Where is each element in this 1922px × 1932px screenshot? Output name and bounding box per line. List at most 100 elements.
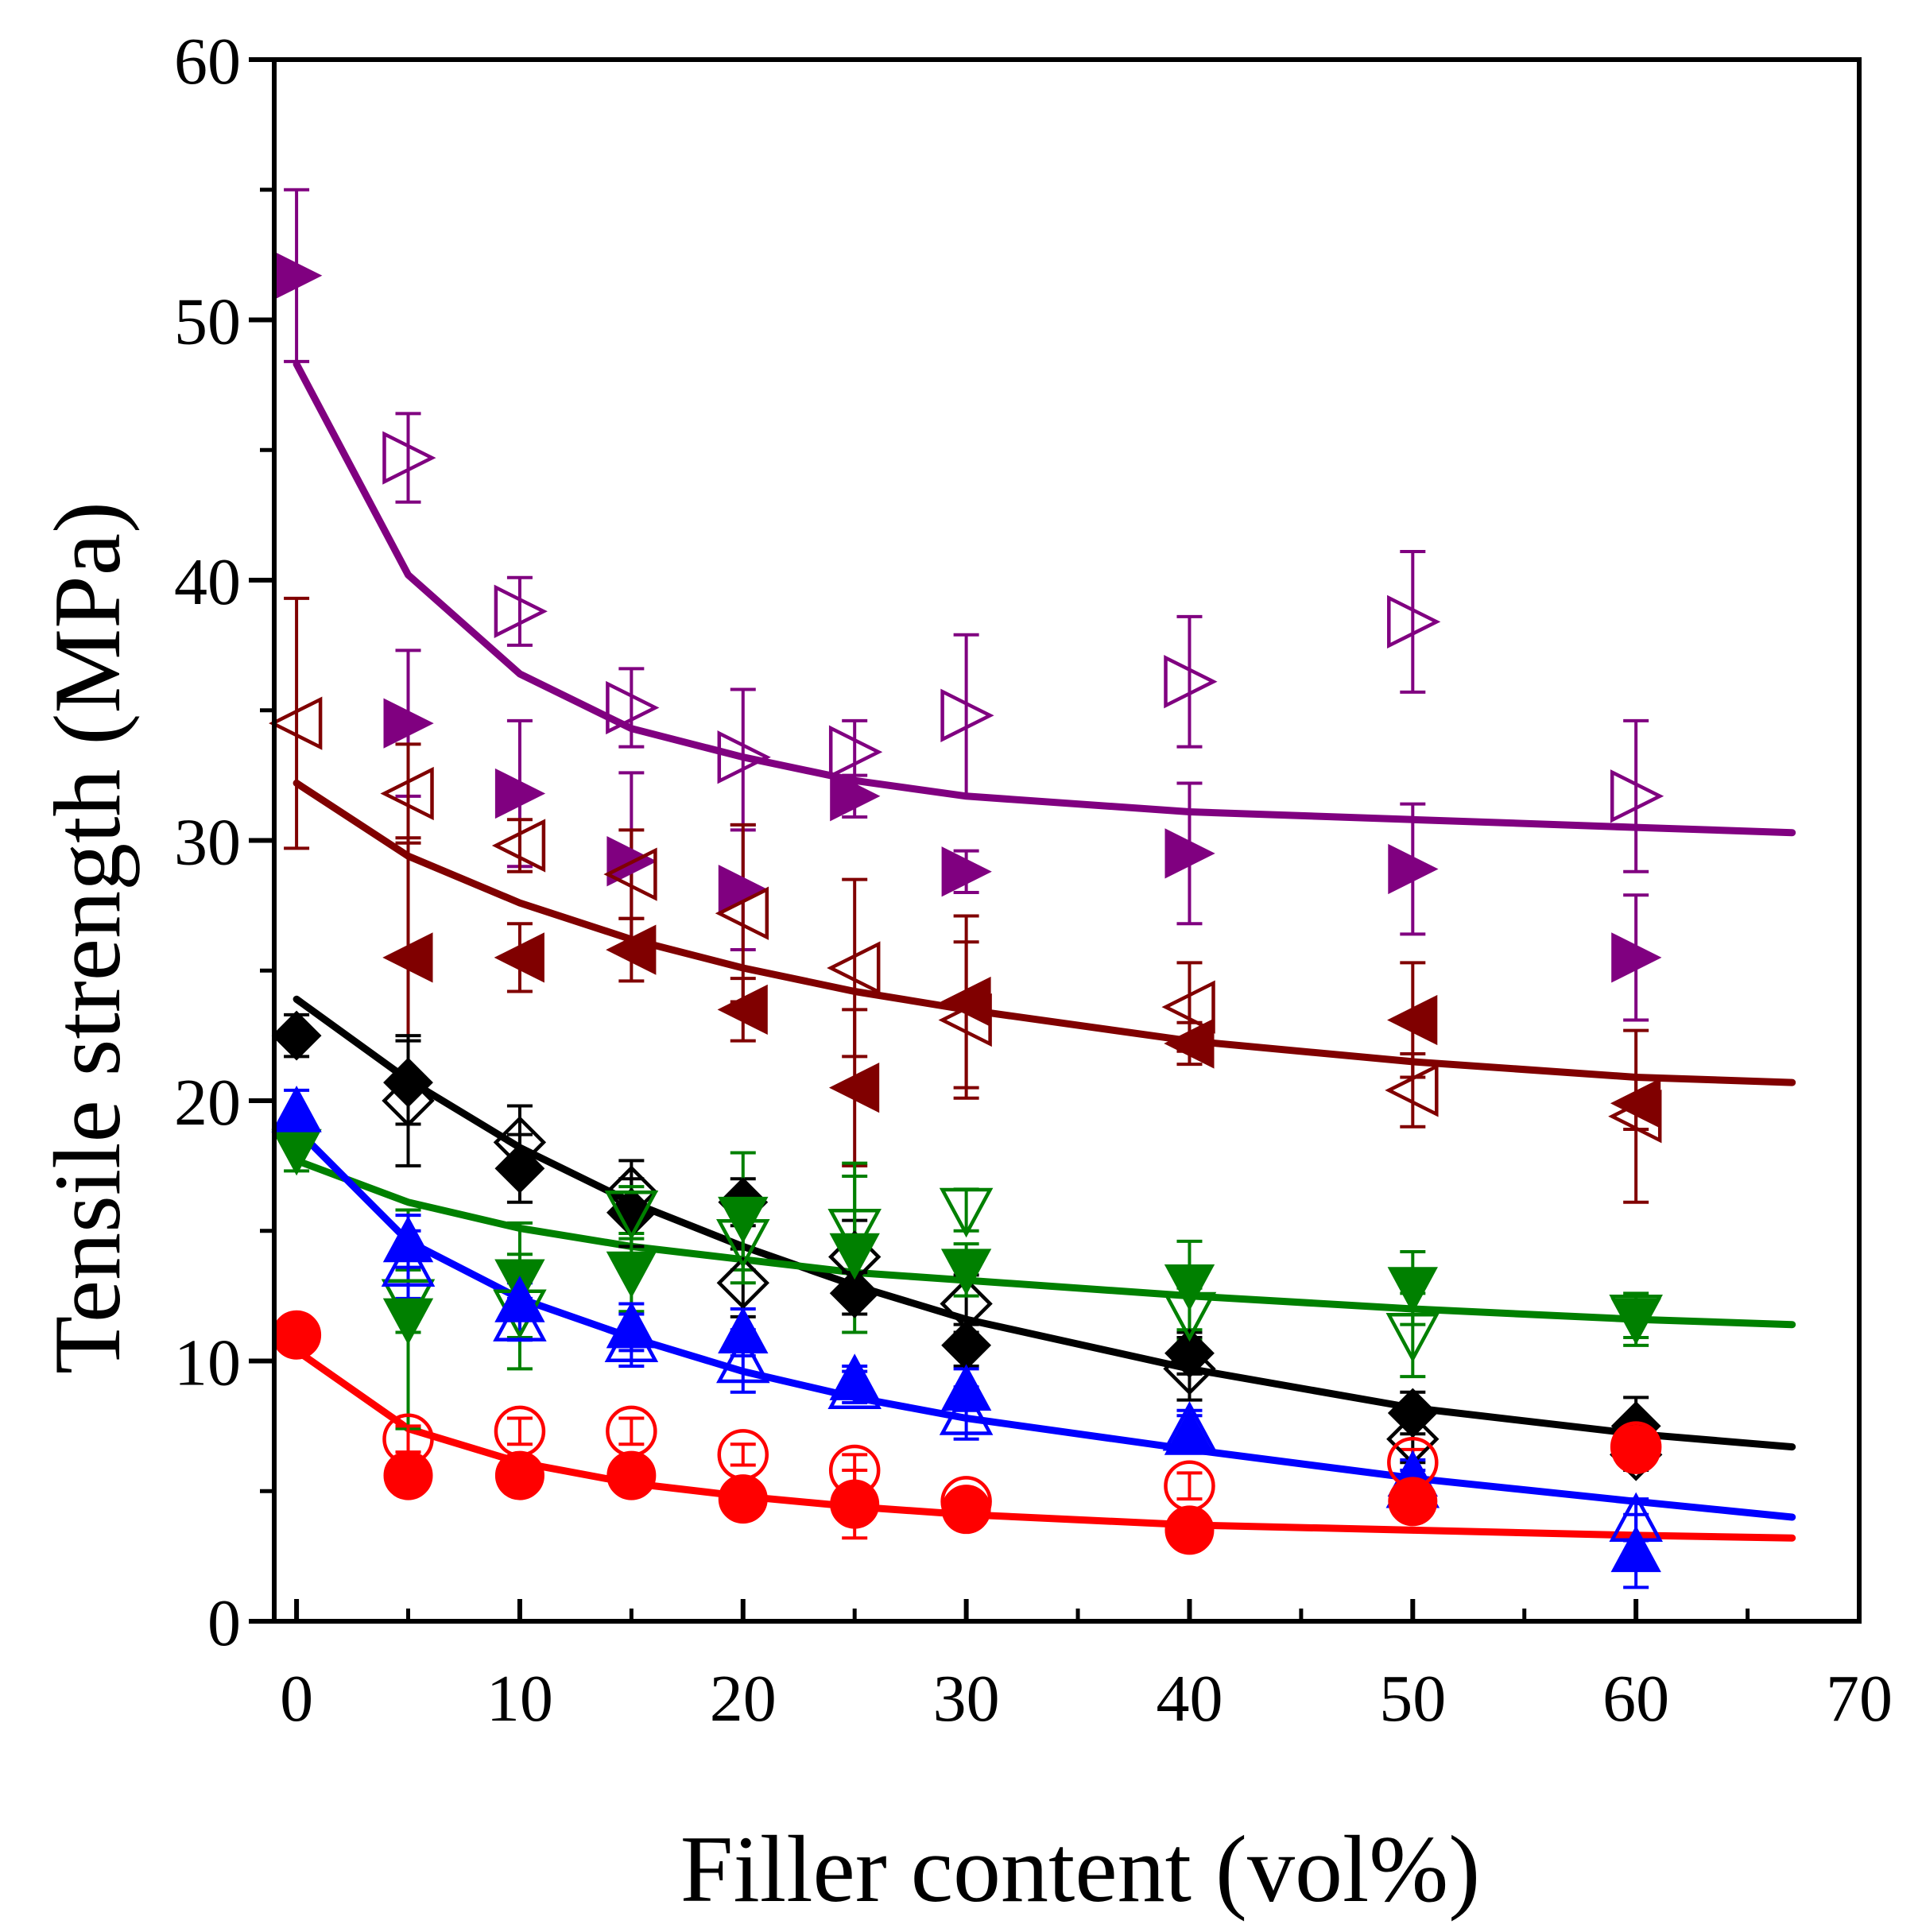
- purple-filled-right-triangle-point: [494, 768, 546, 819]
- red-open-circle-errorbar: [618, 1416, 645, 1446]
- purple-open-right-triangle-errorbar: [1400, 549, 1426, 694]
- red-filled-circle-point: [830, 1479, 880, 1529]
- purple-filled-right-triangle-point: [383, 698, 434, 749]
- x-tick-label: 20: [710, 1662, 777, 1736]
- blue-filled-up-triangle-point: [494, 1276, 545, 1322]
- maroon-open-left-triangle-point: [491, 819, 546, 873]
- green-filled-down-triangle-point: [718, 1196, 769, 1244]
- red-open-circle-errorbar: [506, 1416, 533, 1446]
- maroon-open-left-triangle-point: [603, 847, 657, 901]
- red-filled-circle-point: [272, 1310, 322, 1360]
- red-filled-circle-point: [383, 1450, 433, 1500]
- maroon-filled-left-triangle-point: [382, 932, 433, 983]
- maroon-filled-left-triangle-point: [606, 924, 657, 975]
- blue-filled-up-triangle-point: [940, 1364, 992, 1411]
- red-filled-circle-point: [494, 1450, 544, 1500]
- data-markers: [269, 250, 1664, 1573]
- purple-open-right-triangle-point: [828, 725, 883, 779]
- purple-open-right-triangle-point: [1610, 769, 1664, 823]
- black-filled-diamond-point: [271, 1010, 322, 1061]
- purple-open-right-triangle-point: [382, 431, 436, 485]
- purple-open-right-triangle-point: [940, 688, 994, 742]
- y-axis-title: Tensile strength (MPa): [34, 501, 140, 1374]
- y-tick-label: 40: [174, 545, 241, 619]
- red-filled-circle-point: [1164, 1505, 1215, 1555]
- blue-open-up-triangle-point: [381, 1237, 436, 1287]
- black-filled-diamond-point: [941, 1320, 992, 1371]
- blue-open-up-triangle-point: [939, 1385, 994, 1435]
- green-filled-down-triangle-point: [1164, 1264, 1215, 1311]
- purple-filled-right-triangle-point: [830, 771, 881, 822]
- maroon-open-left-triangle-errorbar: [506, 818, 533, 873]
- x-tick-label: 60: [1602, 1662, 1669, 1736]
- blue-filled-up-triangle-point: [718, 1307, 769, 1353]
- maroon-open-left-triangle-point: [715, 886, 769, 940]
- purple-open-right-triangle-errorbar: [395, 412, 421, 504]
- purple-filled-right-triangle-point: [941, 846, 992, 897]
- blue-filled-up-triangle-point: [829, 1353, 880, 1400]
- purple-filled-right-triangle-point: [1611, 932, 1662, 983]
- green-open-down-triangle-point: [939, 1187, 994, 1238]
- y-tick-label: 0: [207, 1586, 241, 1660]
- y-tick-label: 50: [174, 285, 241, 359]
- maroon-open-left-triangle-errorbar: [730, 823, 756, 1004]
- purple-open-right-triangle-errorbar: [1176, 614, 1203, 749]
- maroon-open-left-triangle-point: [269, 696, 323, 750]
- green-open-down-triangle-point: [827, 1209, 882, 1259]
- maroon-open-left-triangle-point: [1385, 1063, 1439, 1117]
- purple-filled-right-triangle-point: [1164, 828, 1215, 879]
- purple-open-right-triangle-point: [494, 584, 548, 638]
- red-filled-circle-point: [718, 1474, 768, 1524]
- green-filled-down-triangle-point: [940, 1249, 992, 1296]
- blue-filled-up-triangle-point: [271, 1085, 322, 1132]
- blue-open-up-triangle-point: [716, 1333, 770, 1384]
- red-open-circle-errorbar: [730, 1442, 756, 1467]
- green-filled-down-triangle-point: [829, 1233, 880, 1280]
- purple-open-right-triangle-point: [1387, 594, 1441, 649]
- x-tick-label: 40: [1156, 1662, 1223, 1736]
- black-filled-diamond-point: [383, 1057, 433, 1108]
- purple-open-right-triangle-point: [1164, 655, 1218, 709]
- x-axis-title: Filler content (vol%): [680, 1816, 1480, 1922]
- green-open-down-triangle-errorbar: [953, 1187, 979, 1233]
- maroon-filled-left-triangle-point: [940, 976, 991, 1028]
- blue-filled-up-triangle-point: [1610, 1525, 1661, 1573]
- maroon-open-left-triangle-point: [827, 941, 881, 995]
- purple-open-right-triangle-errorbar: [618, 667, 645, 749]
- purple-filled-right-triangle-point: [1388, 843, 1439, 895]
- y-tick-label: 10: [174, 1326, 241, 1400]
- y-tick-label: 60: [174, 25, 241, 99]
- black-open-diamond-point: [716, 1256, 769, 1310]
- maroon-open-left-triangle-errorbar: [284, 596, 310, 850]
- maroon-filled-left-triangle-point: [1164, 1018, 1215, 1069]
- green-open-down-triangle-point: [1385, 1313, 1440, 1363]
- black-filled-diamond-point: [494, 1143, 545, 1194]
- green-filled-down-triangle-point: [382, 1298, 434, 1345]
- purple-open-right-triangle-point: [717, 730, 771, 784]
- blue-filled-up-triangle-point: [606, 1301, 657, 1349]
- x-tick-label: 10: [486, 1662, 553, 1736]
- x-tick-label: 70: [1826, 1662, 1893, 1736]
- y-tick-label: 20: [174, 1066, 241, 1140]
- axes: 0 10 20 30 40 50 60 70 0 10 20 30 40 50 60: [174, 25, 1893, 1736]
- maroon-filled-left-triangle-point: [494, 932, 544, 983]
- blue-filled-up-triangle-point: [382, 1215, 434, 1263]
- maroon-open-left-triangle-point: [380, 766, 434, 821]
- green-filled-down-triangle-point: [606, 1251, 657, 1299]
- black-open-diamond-point: [382, 1074, 435, 1128]
- maroon-open-left-triangle-point: [1161, 980, 1215, 1034]
- y-tick-label: 30: [174, 806, 241, 880]
- maroon-filled-left-triangle-point: [1387, 994, 1438, 1046]
- red-filled-circle-point: [1611, 1424, 1661, 1474]
- x-tick-label: 50: [1379, 1662, 1446, 1736]
- black-filled-diamond-point: [1164, 1328, 1215, 1379]
- plot-frame: [272, 57, 1862, 1624]
- green-filled-down-triangle-point: [1610, 1298, 1661, 1345]
- purple-open-right-triangle-point: [606, 680, 660, 735]
- purple-open-right-triangle-errorbar: [506, 575, 533, 647]
- maroon-filled-left-triangle-point: [1610, 1078, 1661, 1129]
- green-filled-down-triangle-point: [1387, 1267, 1438, 1314]
- red-filled-circle-point: [1388, 1477, 1438, 1527]
- green-open-down-triangle-point: [604, 1191, 659, 1241]
